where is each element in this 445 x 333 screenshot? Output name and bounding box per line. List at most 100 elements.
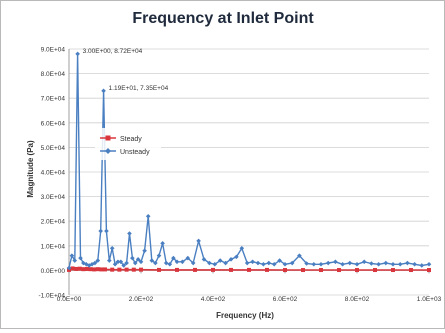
data-point <box>217 258 223 263</box>
y-tick-label: 9.0E+04 <box>41 47 66 54</box>
data-point <box>283 268 287 273</box>
data-point <box>282 261 288 267</box>
data-point <box>98 228 103 234</box>
data-point <box>75 51 80 57</box>
y-tick-label: 5.0E+04 <box>41 145 66 152</box>
data-point <box>412 261 417 267</box>
data-point <box>81 267 86 272</box>
data-point <box>77 266 82 271</box>
data-point <box>110 267 115 272</box>
data-point <box>85 266 89 271</box>
data-point <box>88 267 93 272</box>
data-point <box>156 253 162 258</box>
y-tick-label: 7.0E+04 <box>41 96 66 103</box>
data-point <box>81 260 86 266</box>
data-point <box>139 267 143 272</box>
data-point <box>277 258 282 263</box>
data-label: 1.19E+01, 7.35E+04 <box>109 85 169 92</box>
data-point <box>131 267 136 272</box>
data-point <box>135 257 141 262</box>
data-point <box>239 245 245 251</box>
data-point <box>99 267 104 272</box>
data-point <box>149 258 155 263</box>
y-axis-label: Magnitude (Pa) <box>26 140 35 198</box>
x-tick-label: 4.0E+02 <box>201 296 226 303</box>
x-tick-label: 2.0E+02 <box>129 296 154 303</box>
data-point <box>427 268 431 273</box>
data-point <box>70 266 75 271</box>
data-point <box>66 265 72 271</box>
data-point <box>354 261 360 267</box>
data-point <box>369 261 374 266</box>
y-tick-labels: -1.0E+04 0.0E+00 1.0E+04 2.0E+04 3.0E+04 4.0E… <box>38 47 65 300</box>
data-point <box>390 261 396 267</box>
x-tick-label: 8.0E+02 <box>345 296 370 303</box>
data-point <box>124 267 129 272</box>
data-point <box>325 260 331 266</box>
chart-svg: Frequency at Inlet Point -1.0E+040.0E+00… <box>26 10 442 320</box>
data-point <box>112 261 118 267</box>
y-tick-label: 4.0E+04 <box>41 170 66 177</box>
data-point <box>180 259 185 265</box>
data-point <box>101 88 106 94</box>
data-point <box>250 259 255 265</box>
data-point <box>142 248 147 254</box>
data-point <box>153 260 158 266</box>
data-point <box>301 268 305 273</box>
data-point <box>361 259 367 265</box>
data-point <box>74 266 79 271</box>
data-point <box>130 255 135 261</box>
y-tick-label: 6.0E+04 <box>41 120 66 127</box>
y-tick-label: 2.0E+04 <box>41 219 66 226</box>
data-point <box>190 260 196 266</box>
y-tick-label: 1.0E+04 <box>41 243 66 250</box>
data-point <box>107 258 112 263</box>
data-point <box>185 255 191 261</box>
data-point <box>118 259 124 265</box>
data-point <box>211 267 215 272</box>
data-point <box>132 260 138 266</box>
data-point <box>244 260 250 266</box>
y-tick-label: 8.0E+04 <box>41 71 66 78</box>
y-tick-label: -1.0E+04 <box>38 293 65 300</box>
data-point <box>337 268 341 273</box>
data-label: 3.00E+00, 8.72E+04 <box>83 48 143 55</box>
data-point <box>201 257 207 262</box>
data-point <box>247 267 251 272</box>
data-point <box>297 253 302 258</box>
data-point <box>86 263 92 268</box>
data-point <box>124 260 129 266</box>
legend-label-steady: Steady <box>120 136 142 143</box>
data-point <box>405 260 410 266</box>
y-tick-label: 0.0E+00 <box>41 268 66 275</box>
data-point <box>318 261 324 267</box>
data-point <box>265 267 269 272</box>
data-point <box>409 268 413 273</box>
data-point <box>255 260 261 266</box>
data-point <box>104 228 109 234</box>
data-point <box>92 260 98 266</box>
data-point <box>69 253 75 258</box>
data-point <box>163 260 169 266</box>
data-point <box>103 267 107 272</box>
data-point <box>78 255 83 261</box>
data-point <box>95 258 101 263</box>
data-point <box>228 257 234 262</box>
data-point <box>397 261 403 267</box>
data-point <box>138 259 144 265</box>
data-point <box>271 261 277 267</box>
x-tick-labels: 0.0E+00 2.0E+02 4.0E+02 6.0E+02 8.0E+02 1.0E+… <box>57 296 442 303</box>
y-tick-label: 3.0E+04 <box>41 194 66 201</box>
data-point <box>266 260 272 266</box>
data-point <box>373 268 377 273</box>
data-point <box>391 268 395 273</box>
data-point <box>340 261 345 267</box>
series-markers <box>66 51 432 273</box>
legend-label-unsteady: Unsteady <box>120 149 150 156</box>
data-point <box>72 258 78 263</box>
data-point <box>115 259 121 265</box>
annotations: 3.00E+00, 8.72E+04 1.19E+01, 7.35E+04 <box>83 48 169 92</box>
data-point <box>355 268 359 273</box>
data-point <box>212 261 218 267</box>
